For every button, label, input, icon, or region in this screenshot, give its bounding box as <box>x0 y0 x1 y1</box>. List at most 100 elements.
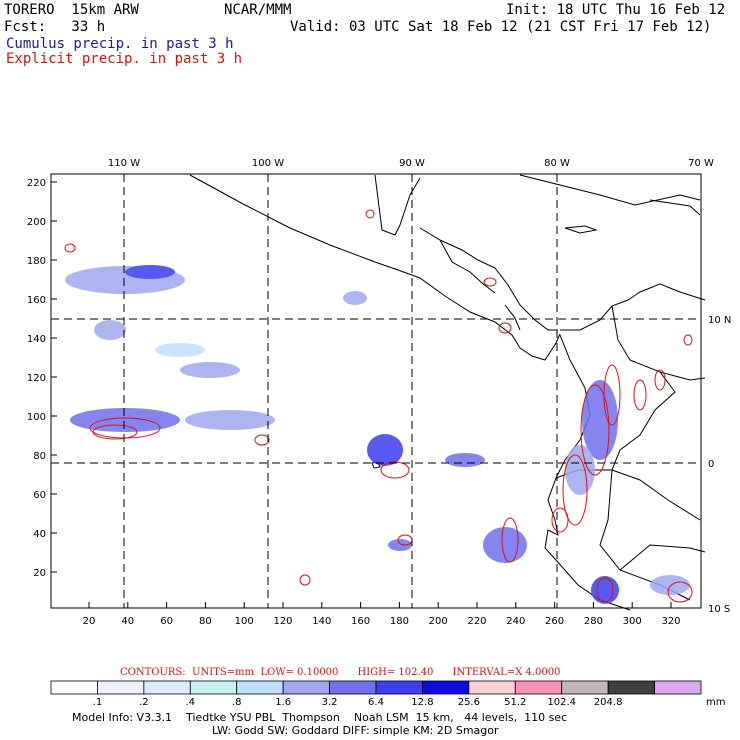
colorbar-tick-label: 6.4 <box>368 697 384 708</box>
x-tick-label: 180 <box>390 616 409 627</box>
y-tick-label: 180 <box>27 256 46 267</box>
y-tick-label: 140 <box>27 334 46 345</box>
hispaniola <box>649 199 701 216</box>
colorbar-unit: mm <box>706 697 726 708</box>
x-tick-label: 200 <box>429 616 448 627</box>
x-tick-label: 20 <box>83 616 96 627</box>
cuba <box>519 174 701 206</box>
x-tick-label: 140 <box>312 616 331 627</box>
contour-info: CONTOURS: UNITS=mm LOW= 0.10000 HIGH= 10… <box>120 667 560 678</box>
contour-interval: INTERVAL=X 4.0000 <box>452 667 561 678</box>
cumulus-precip-areas <box>65 265 690 604</box>
x-tick-label: 100 <box>235 616 254 627</box>
plot-frame <box>50 173 702 609</box>
colorbar-swatch <box>422 680 470 695</box>
latitude-labels: 10 N 0 10 S <box>708 315 731 615</box>
colorbar-swatch <box>607 680 655 695</box>
latitude-label: 10 S <box>708 604 730 615</box>
x-tick-label: 300 <box>623 616 642 627</box>
latitude-label: 0 <box>708 459 714 470</box>
explicit-precip-contours <box>64 209 693 603</box>
longitude-label: 110 W <box>108 158 140 169</box>
x-axis-ticks: 20 40 60 80 100 120 140 160 180 200 220 240 260 280 30… <box>83 602 681 627</box>
longitude-label: 70 W <box>688 158 714 169</box>
colorbar-tick-label: 12.8 <box>411 697 434 708</box>
x-tick-label: 60 <box>160 616 173 627</box>
colorbar-swatch <box>282 680 330 695</box>
caribbean-coast <box>419 227 558 331</box>
contour-high: HIGH= 102.40 <box>357 667 434 678</box>
colorbar-tick-label: 51.2 <box>504 697 527 708</box>
y-tick-label: 60 <box>33 490 46 501</box>
border-2 <box>469 271 496 294</box>
longitude-labels: 110 W 100 W 90 W 80 W 70 W <box>108 158 714 169</box>
colorbar-swatch <box>654 680 702 695</box>
central-america-coast <box>189 174 561 361</box>
colorbar-swatch <box>143 680 191 695</box>
colorbar-tick-label: 204.8 <box>593 697 623 708</box>
colorbar-swatch <box>236 680 284 695</box>
y-tick-label: 80 <box>33 451 46 462</box>
colorbar-swatch <box>50 680 98 695</box>
organization: NCAR/MMM <box>224 2 292 18</box>
colorbar-tick-label: 1.6 <box>275 697 292 708</box>
y-tick-label: 40 <box>33 529 46 540</box>
physics-info: LW: Godd SW: Goddard DIFF: simple KM: 2D… <box>212 724 499 737</box>
x-tick-label: 260 <box>545 616 564 627</box>
colorbar-tick-label: .1 <box>92 697 103 708</box>
coastlines <box>189 174 706 611</box>
y-tick-label: 120 <box>27 373 46 384</box>
colorbar-swatch <box>514 680 563 695</box>
colorbar-swatch <box>97 680 145 695</box>
latitude-label: 10 N <box>708 315 731 326</box>
x-tick-label: 280 <box>584 616 603 627</box>
legend-explicit: Explicit precip. in past 3 h <box>6 51 243 67</box>
contour-units: UNITS=mm <box>192 667 255 678</box>
colorbar-tick-label: 25.6 <box>457 697 480 708</box>
y-tick-label: 160 <box>27 295 46 306</box>
border-colombia-venezuela <box>611 305 676 471</box>
border-south <box>619 544 706 571</box>
valid-time: Valid: 03 UTC Sat 18 Feb 12 (21 CST Fri … <box>290 19 712 35</box>
colorbar-tick-label: 102.4 <box>547 697 577 708</box>
x-tick-label: 320 <box>661 616 680 627</box>
x-tick-label: 220 <box>467 616 486 627</box>
x-tick-label: 40 <box>121 616 134 627</box>
colorbar-swatch <box>375 680 423 695</box>
contour-low: LOW= 0.10000 <box>260 667 339 678</box>
y-tick-label: 20 <box>33 568 46 579</box>
colorbar-swatch <box>329 680 377 695</box>
colorbar-tick-label: 3.2 <box>321 697 338 708</box>
colorbar-tick-label: .8 <box>231 697 242 708</box>
y-axis-ticks: 220 200 180 160 140 120 100 80 60 40 20 <box>27 178 57 579</box>
contour-title: CONTOURS: <box>120 667 186 678</box>
y-tick-label: 100 <box>27 412 46 423</box>
colorbar-swatch <box>189 680 238 695</box>
init-time: Init: 18 UTC Thu 16 Feb 12 <box>506 2 726 18</box>
longitude-label: 80 W <box>544 158 570 169</box>
x-tick-label: 160 <box>351 616 370 627</box>
yucatan-coast <box>374 174 421 236</box>
border-3 <box>504 304 521 331</box>
legend-cumulus: Cumulus precip. in past 3 h <box>6 36 234 52</box>
border-venezuela-brazil <box>659 371 706 381</box>
longitude-label: 100 W <box>252 158 284 169</box>
colorbar-swatch <box>561 680 609 695</box>
x-tick-label: 240 <box>506 616 525 627</box>
forecast-hour: Fcst: 33 h <box>4 19 106 35</box>
colorbar-tick-label: .2 <box>139 697 149 708</box>
y-tick-label: 200 <box>27 217 46 228</box>
longitude-label: 90 W <box>399 158 425 169</box>
y-tick-label: 220 <box>27 178 46 189</box>
colorbar-tick-label: .4 <box>185 697 196 708</box>
model-title: TORERO 15km ARW <box>4 2 139 18</box>
x-tick-label: 80 <box>199 616 212 627</box>
x-tick-label: 120 <box>273 616 292 627</box>
lat-lon-grid <box>51 174 701 608</box>
border-1 <box>439 239 471 273</box>
colorbar <box>50 680 702 695</box>
model-info: Model Info: V3.3.1 Tiedtke YSU PBL Thomp… <box>72 711 568 724</box>
colorbar-swatch <box>468 680 516 695</box>
sa-north-coast <box>560 283 706 331</box>
